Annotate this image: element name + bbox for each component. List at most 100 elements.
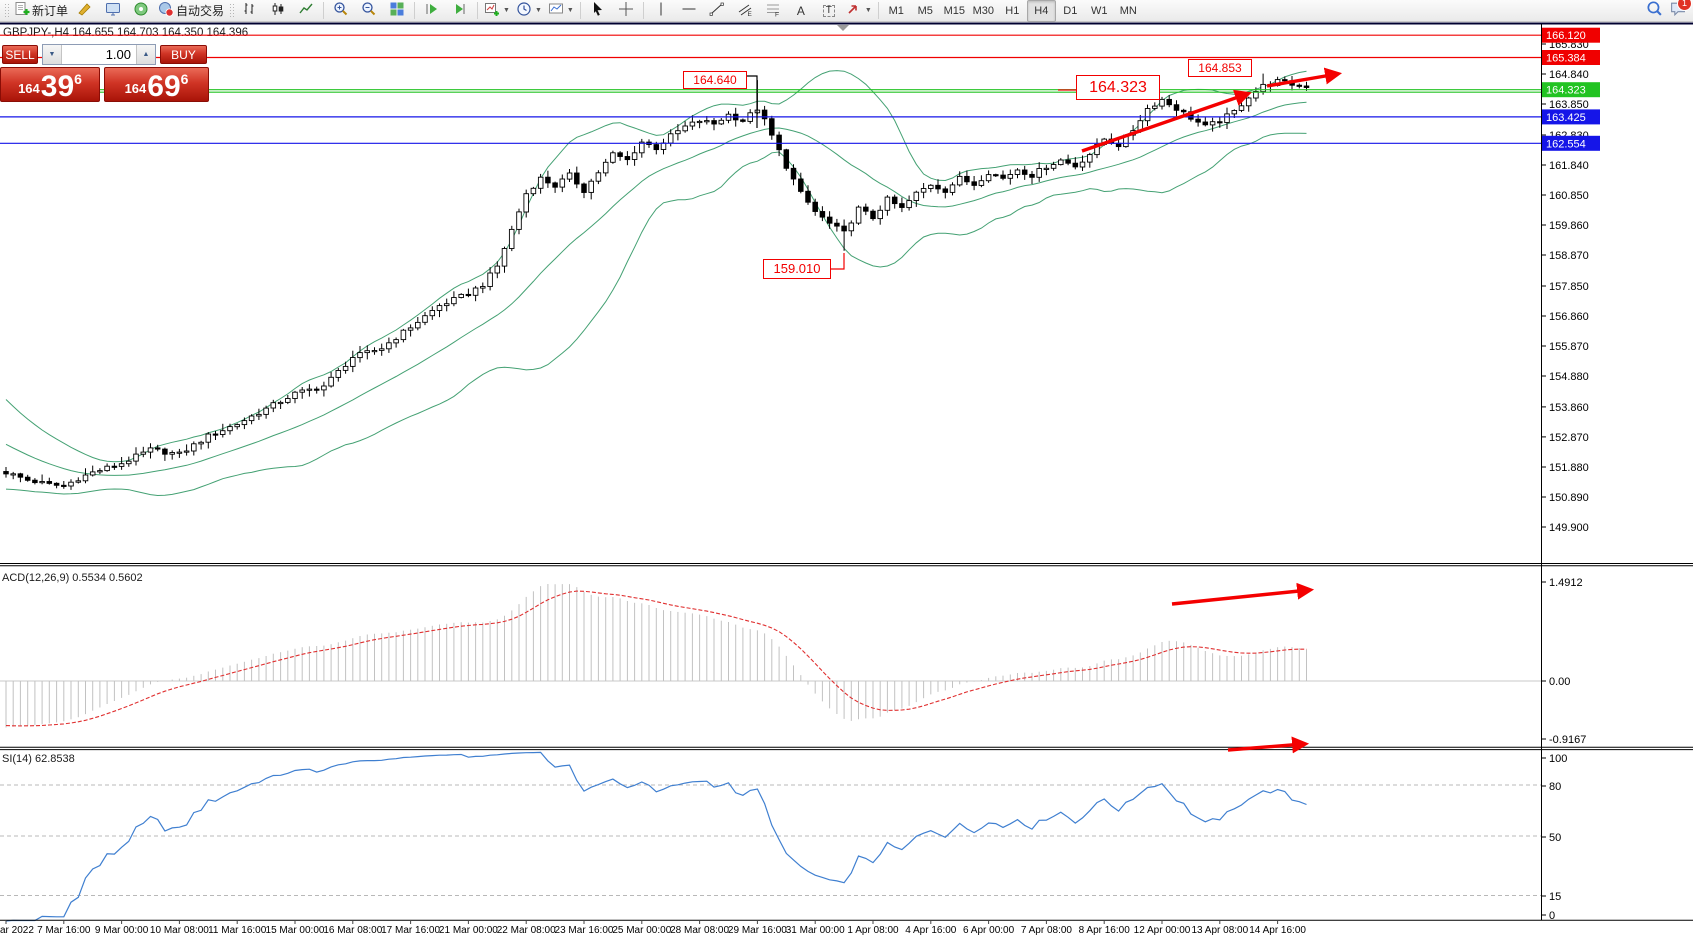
notifications-button[interactable]: 1 xyxy=(1669,0,1692,22)
buy-price-big: 69 xyxy=(147,70,181,103)
new-chart-icon xyxy=(484,1,500,20)
price-axis-label: 149.900 xyxy=(1549,522,1589,534)
price-annotation[interactable]: 164.323 xyxy=(1076,75,1160,100)
date-axis-label: 16 Mar 08:00 xyxy=(323,925,382,936)
timeframe-m30-button[interactable]: M30 xyxy=(972,4,994,17)
zoom-out-button[interactable] xyxy=(355,0,383,22)
vertical-line-tool-button[interactable] xyxy=(647,0,675,22)
new-order-button[interactable]: 新订单 xyxy=(11,0,71,22)
new-chart-button[interactable]: ▼ xyxy=(481,0,513,22)
price-axis-label: 158.870 xyxy=(1549,250,1589,262)
tile-windows-button[interactable] xyxy=(383,0,411,22)
sell-price-small: 164 xyxy=(18,81,40,96)
axes-layer: 165.830 164.840 163.850 162.830 161.840 160.8… xyxy=(0,22,1693,936)
crosshair-icon xyxy=(618,1,634,20)
timeframe-m15-button[interactable]: M15 xyxy=(943,4,965,17)
text-label-tool-button[interactable]: T xyxy=(815,0,843,22)
auto-trading-button[interactable]: 自动交易 xyxy=(155,0,227,22)
zoom-in-button[interactable] xyxy=(327,0,355,22)
buy-price-display[interactable]: 164 69 6 xyxy=(104,67,209,102)
date-axis-label: 8 Apr 16:00 xyxy=(1079,925,1131,936)
price-axis-label: 152.870 xyxy=(1549,432,1589,444)
timeframe-h1-button[interactable]: H1 xyxy=(1005,4,1020,17)
sell-button[interactable]: SELL xyxy=(2,45,38,64)
price-axis-badge-label: 163.425 xyxy=(1546,112,1586,124)
timeframe-d1-button[interactable]: D1 xyxy=(1063,4,1078,17)
price-axis-label: 154.880 xyxy=(1549,371,1589,383)
price-axis-label: 162.830 xyxy=(1549,130,1589,142)
price-axis-label: 163.850 xyxy=(1549,99,1589,111)
cursor-tool-button[interactable] xyxy=(584,0,612,22)
svg-text:E: E xyxy=(747,11,752,17)
price-annotation[interactable]: 164.640 xyxy=(683,71,747,89)
volume-decrease-button[interactable]: ▼ xyxy=(43,45,62,64)
signal-button[interactable] xyxy=(127,0,155,22)
trend-arrow xyxy=(1171,582,1315,606)
toolbar-grip xyxy=(4,2,9,19)
toolbar-separator xyxy=(323,2,325,19)
price-axis-badge-label: 165.384 xyxy=(1546,53,1586,65)
periods-button[interactable]: ▼ xyxy=(513,0,545,22)
crosshair-tool-button[interactable] xyxy=(612,0,640,22)
zoom-in-icon xyxy=(333,1,349,20)
date-axis-label: 14 Apr 16:00 xyxy=(1249,925,1306,936)
toolbar-separator xyxy=(414,2,416,19)
volume-value[interactable]: 1.00 xyxy=(105,47,131,62)
styler-button[interactable] xyxy=(71,0,99,22)
fibonacci-tool-button[interactable]: F xyxy=(759,0,787,22)
price-axis-label: 160.850 xyxy=(1549,190,1589,202)
sell-price-display[interactable]: 164 39 6 xyxy=(0,67,100,102)
date-axis-label: 21 Mar 00:00 xyxy=(439,925,498,936)
line-chart-mode-button[interactable] xyxy=(292,0,320,22)
sell-price-sup: 6 xyxy=(74,71,82,87)
trend-arrow xyxy=(1266,67,1343,88)
auto-trading-icon xyxy=(158,1,174,20)
cursor-icon xyxy=(590,1,606,20)
text-tool-button[interactable]: A xyxy=(787,0,815,22)
timeframe-h4-button[interactable]: H4 xyxy=(1026,0,1056,22)
price-annotation[interactable]: 164.853 xyxy=(1188,59,1252,77)
trendline-tool-button[interactable] xyxy=(703,0,731,22)
search-icon[interactable] xyxy=(1646,0,1663,22)
date-axis-label: 17 Mar 16:00 xyxy=(381,925,440,936)
drawings-layer[interactable] xyxy=(744,25,1343,754)
timeframe-m1-button[interactable]: M1 xyxy=(888,4,904,17)
step-forward-button[interactable] xyxy=(418,0,446,22)
horizontal-line-tool-button[interactable] xyxy=(675,0,703,22)
date-axis-label: 10 Mar 08:00 xyxy=(150,925,209,936)
timeframe-mn-button[interactable]: MN xyxy=(1119,4,1137,17)
date-axis-label: 31 Mar 00:00 xyxy=(786,925,845,936)
zoom-out-icon xyxy=(361,1,377,20)
date-axis-label: 7 Apr 08:00 xyxy=(1021,925,1073,936)
arrows-tool-button[interactable]: ▼ xyxy=(843,0,875,22)
bar-chart-mode-button[interactable] xyxy=(236,0,264,22)
channel-tool-button[interactable]: E xyxy=(731,0,759,22)
fibonacci-icon: F xyxy=(765,1,781,20)
price-axis-label: 165.830 xyxy=(1549,39,1589,51)
one-click-trading-panel: SELL ▼ 1.00 ▲ BUY 164 39 6 164 69 6 xyxy=(0,44,209,102)
rsi-indicator-label: SI(14) 62.8538 xyxy=(2,753,75,765)
templates-button[interactable]: ▼ xyxy=(545,0,577,22)
price-annotation[interactable]: 159.010 xyxy=(763,259,831,279)
crayon-icon xyxy=(77,1,93,20)
timeframe-w1-button[interactable]: W1 xyxy=(1091,4,1108,17)
notification-badge: 1 xyxy=(1677,0,1692,11)
buy-price-small: 164 xyxy=(124,81,147,96)
text-label-icon: T xyxy=(822,4,835,17)
price-axis-label: 150.890 xyxy=(1549,492,1589,504)
terminal-button[interactable] xyxy=(99,0,127,22)
volume-increase-button[interactable]: ▲ xyxy=(136,45,155,64)
step-to-end-button[interactable] xyxy=(446,0,474,22)
date-axis-label: 12 Apr 00:00 xyxy=(1134,925,1191,936)
timeframe-m5-button[interactable]: M5 xyxy=(917,4,933,17)
buy-button[interactable]: BUY xyxy=(160,45,207,64)
horizontal-levels[interactable] xyxy=(0,34,1541,144)
volume-stepper[interactable]: ▼ 1.00 ▲ xyxy=(42,44,156,65)
toolbar-separator xyxy=(477,2,479,19)
candlestick-mode-button[interactable] xyxy=(264,0,292,22)
text-tool-icon: A xyxy=(796,3,805,18)
price-axis-label: 156.860 xyxy=(1549,311,1589,323)
line-chart-icon xyxy=(298,1,314,20)
step-forward-icon xyxy=(424,1,440,20)
